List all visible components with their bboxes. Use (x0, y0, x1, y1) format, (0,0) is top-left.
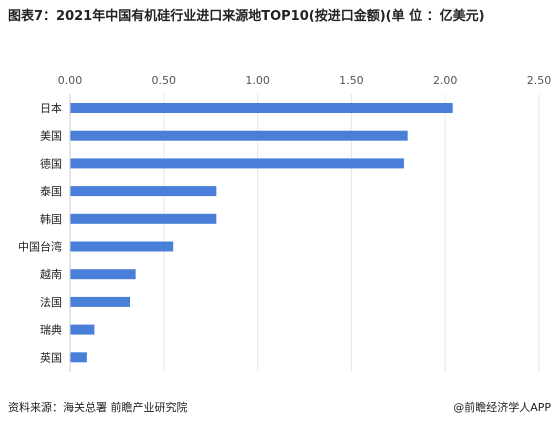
category-label: 德国 (40, 156, 62, 170)
category-label: 法国 (40, 295, 62, 309)
category-label: 泰国 (40, 184, 62, 198)
category-label: 英国 (40, 350, 62, 364)
x-tick-label: 1.00 (245, 74, 270, 87)
category-label: 美国 (40, 130, 62, 143)
source-note: 资料来源：海关总署 前瞻产业研究院 (8, 401, 188, 414)
category-label: 中国台湾 (18, 240, 62, 254)
x-tick-label: 1.50 (339, 74, 364, 87)
x-tick-label: 0.50 (152, 74, 177, 87)
bar (70, 213, 217, 224)
bar (70, 130, 408, 141)
chart-title: 图表7：2021年中国有机硅行业进口来源地TOP10(按进口金额)(单 位 ：亿… (8, 9, 485, 24)
bar (70, 186, 217, 197)
category-label: 瑞典 (40, 323, 62, 337)
bar (70, 158, 404, 169)
bars (70, 103, 453, 363)
credit-note: @前瞻经济学人APP (453, 401, 551, 414)
bar (70, 103, 453, 113)
x-axis-ticks: 0.00 0.50 1.00 1.50 2.00 2.50 (58, 74, 552, 87)
bar (70, 324, 95, 335)
grid-lines (163, 94, 540, 372)
x-tick-label: 0.00 (58, 74, 83, 87)
bar (70, 296, 131, 307)
x-tick-label: 2.50 (527, 74, 552, 87)
category-label: 韩国 (40, 212, 62, 226)
bar (70, 241, 174, 252)
bar (70, 269, 136, 280)
category-label: 越南 (40, 267, 62, 281)
x-tick-label: 2.00 (433, 74, 458, 87)
bar (70, 352, 87, 363)
category-label: 日本 (40, 101, 62, 115)
